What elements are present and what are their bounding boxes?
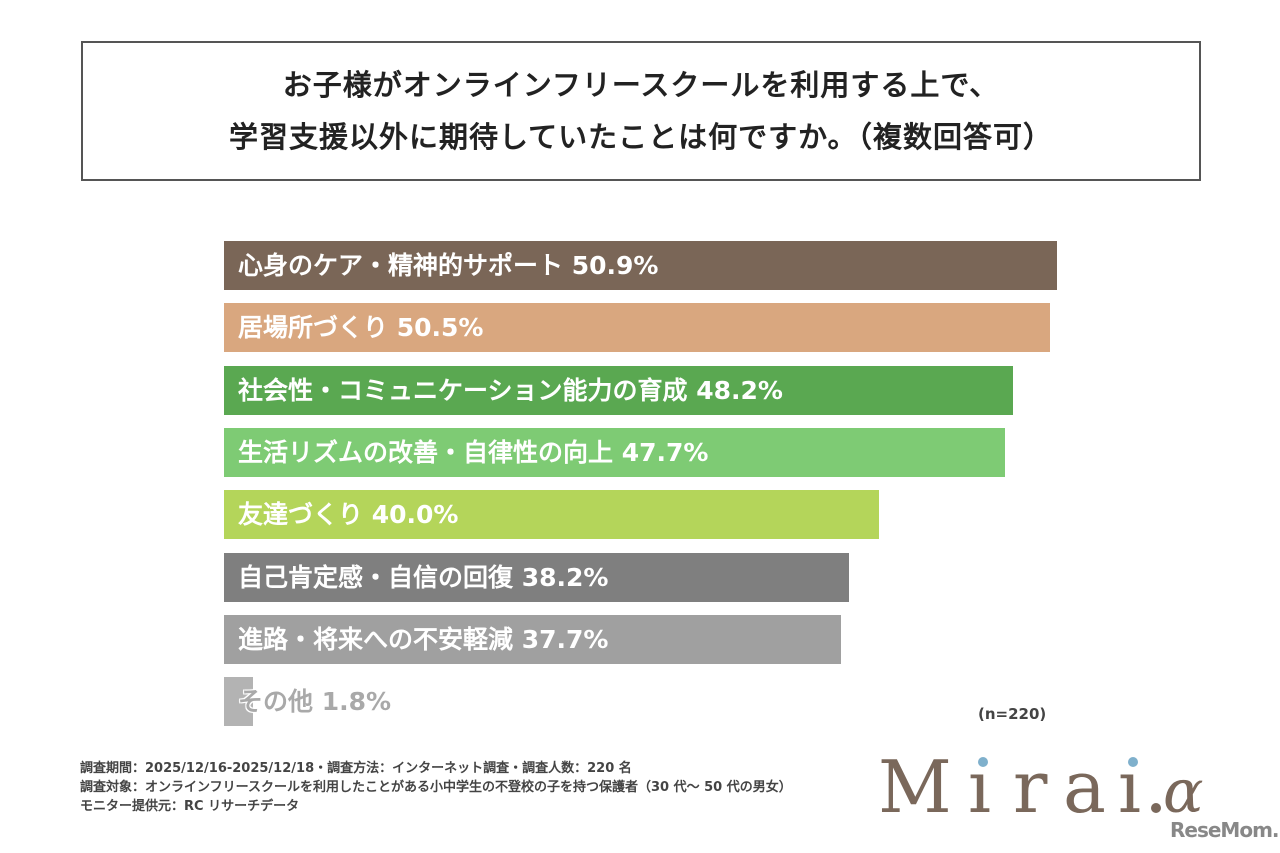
svg-text:r: r <box>1013 745 1061 829</box>
resemom-watermark: ReseMom. <box>1170 818 1280 842</box>
bar-data-label: 居場所づくり 50.5% <box>238 313 484 343</box>
footer-line-3: モニター提供元：RC リサーチデータ <box>80 799 300 814</box>
bar <box>224 241 1057 290</box>
bar <box>224 614 841 664</box>
bar-data-label: 心身のケア・精神的サポート 50.9% <box>238 251 659 280</box>
bar-data-label: その他 1.8% <box>238 687 392 717</box>
svg-text:ı: ı <box>968 745 1005 829</box>
title-line-1: お子様がオンラインフリースクールを利用する上で、 <box>282 68 1000 102</box>
svg-text:α: α <box>1163 757 1208 827</box>
bar-data-label: 自己肯定感・自信の回復 38.2% <box>238 562 609 592</box>
svg-text:M: M <box>878 745 968 829</box>
survey-footer: 調査期間：2025/12/16-2025/12/18・調査方法：インターネット調… <box>80 759 792 816</box>
svg-text:a: a <box>1063 745 1120 829</box>
bar <box>224 490 879 540</box>
footer-line-1: 調査期間：2025/12/16-2025/12/18・調査方法：インターネット調… <box>80 761 632 776</box>
bar-data-label: 社会性・コミュニケーション能力の育成 48.2% <box>238 375 783 405</box>
bar <box>224 552 850 602</box>
bar-data-label: 生活リズムの改善・自律性の向上 47.7% <box>238 437 709 467</box>
bar <box>224 303 1051 353</box>
bar <box>224 365 1013 415</box>
bar-data-label: 友達づくり 40.0% <box>238 500 459 530</box>
bar <box>224 427 1005 477</box>
bar-data-label: 進路・将来への不安軽減 37.7% <box>238 624 609 654</box>
svg-text:ı: ı <box>1118 745 1155 829</box>
title-line-2: 学習支援以外に期待していたことは何ですか。（複数回答可） <box>228 120 1054 154</box>
chart-title: お子様がオンラインフリースクールを利用する上で、 学習支援以外に期待していたこと… <box>81 41 1201 181</box>
sample-size-note: (n=220) <box>978 705 1047 723</box>
bar-chart: 心身のケア・精神的サポート 50.9% 居場所づくり 50.5% 社会性・コミュニケ… <box>224 241 1057 727</box>
logo-graphic: M ı r a ı α <box>878 745 1208 829</box>
footer-line-2: 調査対象：オンラインフリースクールを利用したことがある小中学生の不登校の子を持つ… <box>80 780 792 795</box>
bar <box>224 677 254 727</box>
